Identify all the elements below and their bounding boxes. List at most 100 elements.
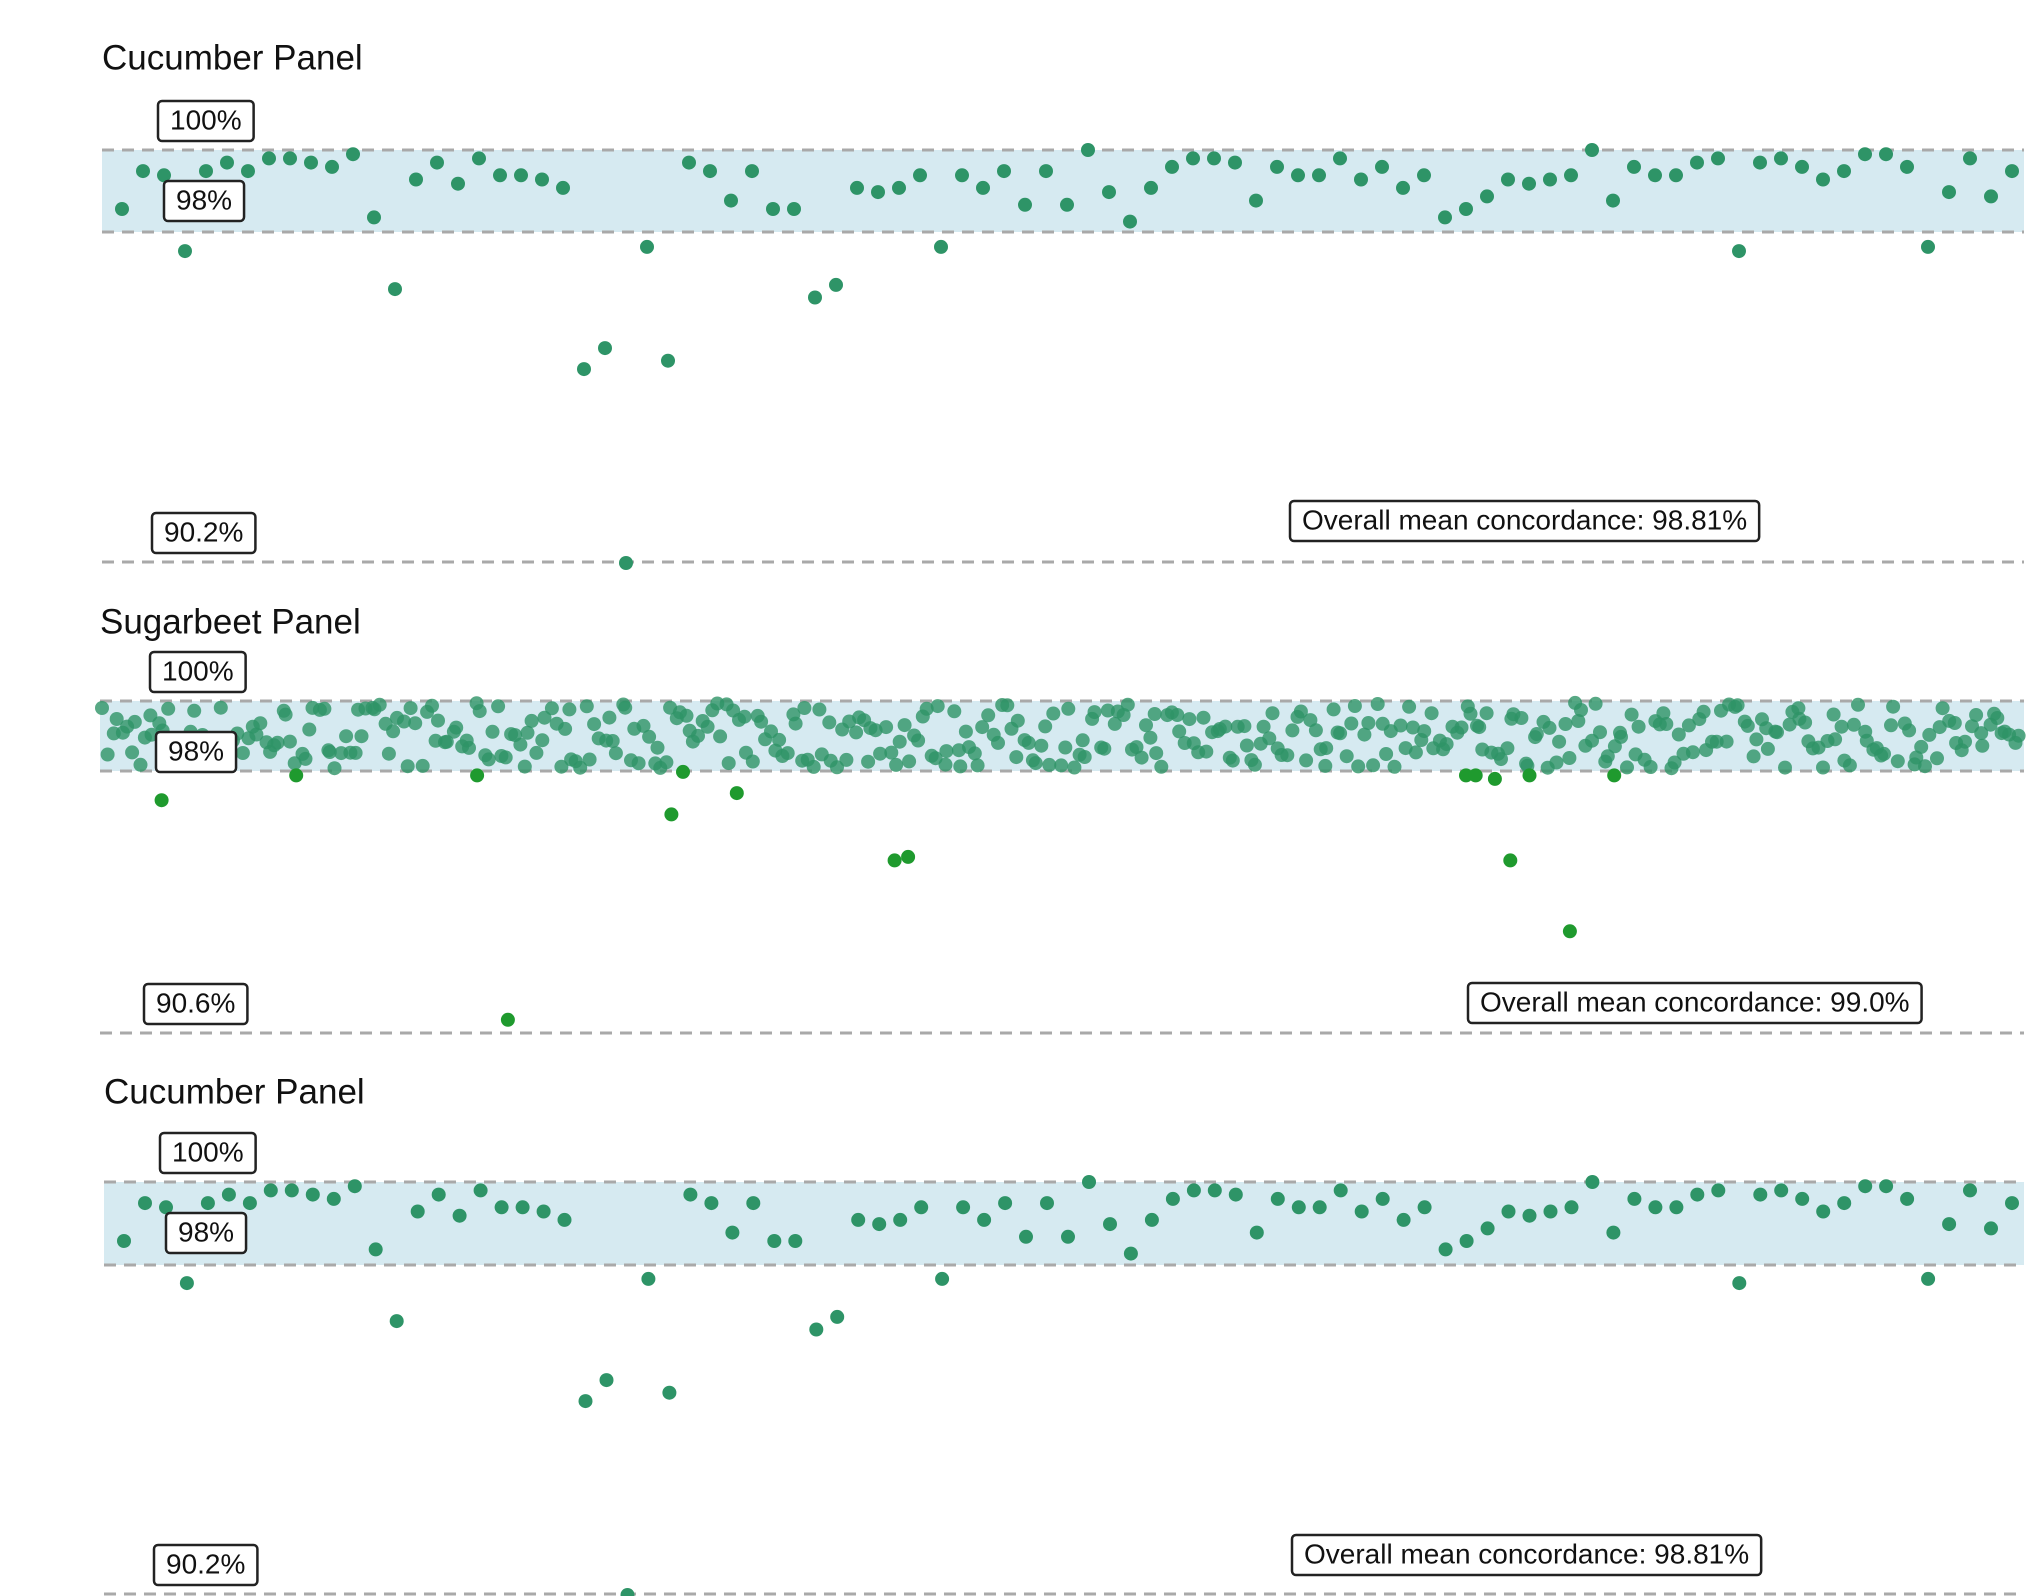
- data-point: [1522, 176, 1536, 191]
- label-min-box: [152, 1543, 259, 1587]
- data-point: [1711, 151, 1725, 166]
- data-point: [109, 712, 124, 726]
- data-point: [284, 1183, 299, 1198]
- data-point: [410, 1204, 425, 1219]
- data-point: [780, 746, 795, 761]
- data-point: [892, 180, 906, 195]
- data-point: [1753, 155, 1767, 170]
- data-point: [317, 701, 332, 716]
- data-point: [278, 707, 293, 722]
- data-point: [493, 168, 507, 183]
- data-point: [1228, 155, 1242, 170]
- data-point: [809, 1322, 824, 1337]
- data-point: [1000, 698, 1015, 713]
- data-points: [117, 1175, 2019, 1596]
- data-point: [1730, 698, 1745, 713]
- data-point: [1249, 1225, 1264, 1240]
- data-point: [1299, 753, 1314, 768]
- data-point: [1571, 714, 1586, 728]
- outlier-point: [1459, 768, 1473, 783]
- data-point: [725, 1225, 740, 1240]
- data-point: [1696, 704, 1711, 719]
- data-point: [1659, 717, 1674, 731]
- data-point: [1333, 151, 1347, 166]
- data-point: [326, 1191, 341, 1206]
- data-point: [1347, 699, 1362, 713]
- data-point: [339, 729, 354, 744]
- data-point: [2005, 164, 2019, 179]
- mean-concordance-label: Overall mean concordance: 98.81%: [1304, 1538, 1749, 1569]
- data-point: [322, 745, 337, 759]
- data-point: [1291, 1200, 1306, 1215]
- data-point: [1719, 734, 1734, 749]
- data-point: [599, 1373, 614, 1388]
- data-point: [1370, 697, 1385, 711]
- data-point: [851, 1212, 866, 1227]
- data-point: [1552, 734, 1567, 749]
- data-point: [213, 700, 228, 715]
- data-point: [200, 1196, 215, 1211]
- data-point: [1196, 710, 1211, 725]
- data-point: [430, 155, 444, 170]
- data-point: [1593, 725, 1607, 740]
- data-point: [830, 1309, 845, 1324]
- data-point: [713, 729, 728, 744]
- outlier-point: [1503, 853, 1518, 868]
- data-point: [302, 722, 317, 737]
- data-point: [1778, 760, 1792, 775]
- data-point: [1529, 727, 1544, 741]
- data-point: [587, 717, 602, 732]
- data-point: [914, 1200, 929, 1215]
- label-min: 90.2%: [166, 1548, 245, 1579]
- data-point: [1909, 750, 1924, 765]
- data-point: [573, 760, 588, 775]
- data-point: [1930, 751, 1944, 766]
- data-point: [485, 724, 500, 739]
- data-point: [578, 1394, 593, 1409]
- data-point: [1816, 1204, 1831, 1219]
- data-point: [1798, 715, 1813, 730]
- data-point: [737, 709, 752, 724]
- data-point: [1732, 244, 1746, 259]
- data-point: [1061, 701, 1076, 716]
- data-point: [1472, 720, 1487, 735]
- data-point: [544, 701, 559, 716]
- label-min: 90.2%: [164, 516, 243, 547]
- data-point: [873, 746, 888, 761]
- data-point: [1564, 168, 1578, 183]
- data-point: [1795, 159, 1809, 174]
- data-point: [409, 172, 423, 187]
- data-point: [95, 701, 109, 715]
- data-point: [1143, 730, 1158, 745]
- data-point: [640, 239, 654, 254]
- data-point: [1318, 758, 1333, 773]
- data-point: [1479, 706, 1494, 721]
- data-point: [1144, 180, 1158, 195]
- data-point: [608, 746, 623, 761]
- data-point: [746, 1196, 761, 1211]
- mean-concordance-label-box: [1288, 499, 1761, 543]
- data-point: [975, 720, 990, 735]
- data-point: [1139, 718, 1153, 733]
- data-point: [641, 1271, 656, 1286]
- data-point: [1963, 1183, 1977, 1198]
- data-point: [1102, 185, 1116, 200]
- data-point: [1656, 706, 1671, 721]
- data-point: [1186, 1183, 1201, 1198]
- data-point: [577, 362, 591, 377]
- outlier-point: [664, 807, 679, 822]
- data-point: [1417, 168, 1431, 183]
- data-point: [1361, 716, 1376, 730]
- data-point: [1312, 1200, 1327, 1215]
- data-point: [1396, 1212, 1411, 1227]
- label-98-box: [164, 1211, 248, 1255]
- data-point: [1770, 725, 1784, 740]
- data-point: [1690, 1187, 1705, 1202]
- label-98: 98%: [178, 1216, 234, 1247]
- data-point: [1858, 1179, 1873, 1194]
- data-point: [179, 1276, 194, 1291]
- data-point: [408, 716, 423, 731]
- data-point: [1387, 759, 1402, 774]
- outlier-point: [1522, 768, 1537, 783]
- data-point: [602, 710, 617, 725]
